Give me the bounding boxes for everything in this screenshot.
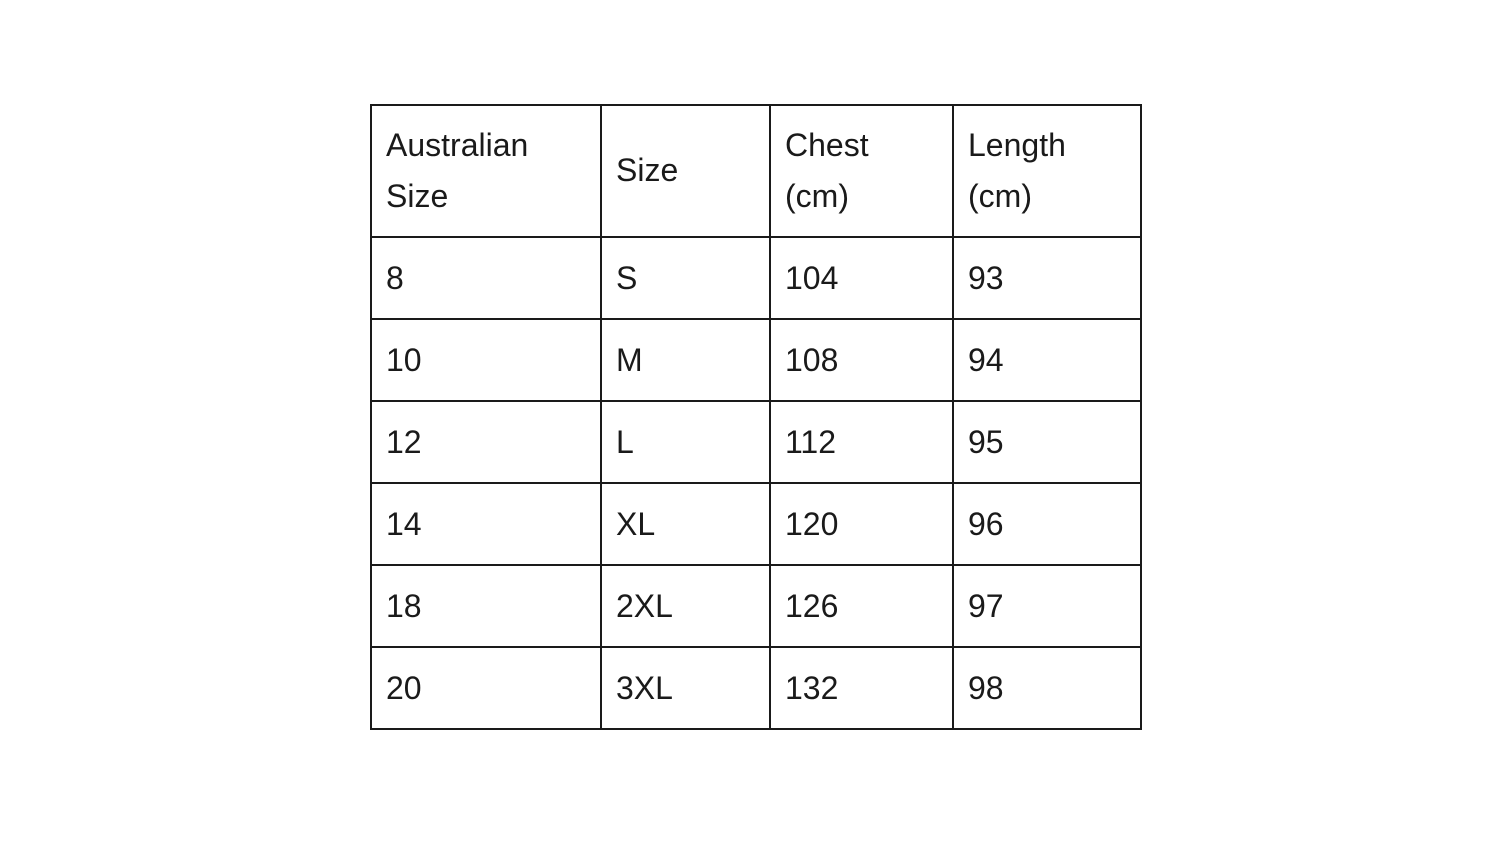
- cell-length-cm: 97: [952, 564, 1142, 648]
- cell-chest-cm: 104: [769, 236, 954, 320]
- cell-length-cm: 98: [952, 646, 1142, 730]
- table-row: 12 L 112 95: [370, 400, 1142, 484]
- cell-australian-size: 14: [370, 482, 602, 566]
- table-row: 14 XL 120 96: [370, 482, 1142, 566]
- cell-size: XL: [600, 482, 771, 566]
- cell-length-cm: 93: [952, 236, 1142, 320]
- column-header-length-cm: Length (cm): [952, 104, 1142, 238]
- column-header-australian-size: Australian Size: [370, 104, 602, 238]
- cell-australian-size: 12: [370, 400, 602, 484]
- size-chart-table: Australian Size Size Chest (cm) Length (…: [370, 104, 1142, 730]
- column-header-chest-cm-label: Chest (cm): [785, 126, 869, 214]
- cell-australian-size: 20: [370, 646, 602, 730]
- cell-australian-size: 10: [370, 318, 602, 402]
- table-row: 10 M 108 94: [370, 318, 1142, 402]
- column-header-length-cm-label: Length (cm): [968, 126, 1066, 214]
- cell-australian-size: 8: [370, 236, 602, 320]
- cell-chest-cm: 120: [769, 482, 954, 566]
- cell-length-cm: 94: [952, 318, 1142, 402]
- column-header-size-label: Size: [616, 152, 679, 189]
- column-header-australian-size-label: Australian Size: [386, 126, 529, 214]
- cell-size: L: [600, 400, 771, 484]
- cell-size: 2XL: [600, 564, 771, 648]
- header-row: Australian Size Size Chest (cm) Length (…: [370, 104, 1142, 238]
- cell-chest-cm: 112: [769, 400, 954, 484]
- cell-australian-size: 18: [370, 564, 602, 648]
- cell-length-cm: 95: [952, 400, 1142, 484]
- cell-length-cm: 96: [952, 482, 1142, 566]
- cell-chest-cm: 108: [769, 318, 954, 402]
- cell-size: 3XL: [600, 646, 771, 730]
- table-row: 20 3XL 132 98: [370, 646, 1142, 730]
- table-row: 18 2XL 126 97: [370, 564, 1142, 648]
- cell-size: M: [600, 318, 771, 402]
- cell-chest-cm: 132: [769, 646, 954, 730]
- column-header-size: Size: [600, 104, 771, 238]
- cell-chest-cm: 126: [769, 564, 954, 648]
- column-header-chest-cm: Chest (cm): [769, 104, 954, 238]
- table-row: 8 S 104 93: [370, 236, 1142, 320]
- cell-size: S: [600, 236, 771, 320]
